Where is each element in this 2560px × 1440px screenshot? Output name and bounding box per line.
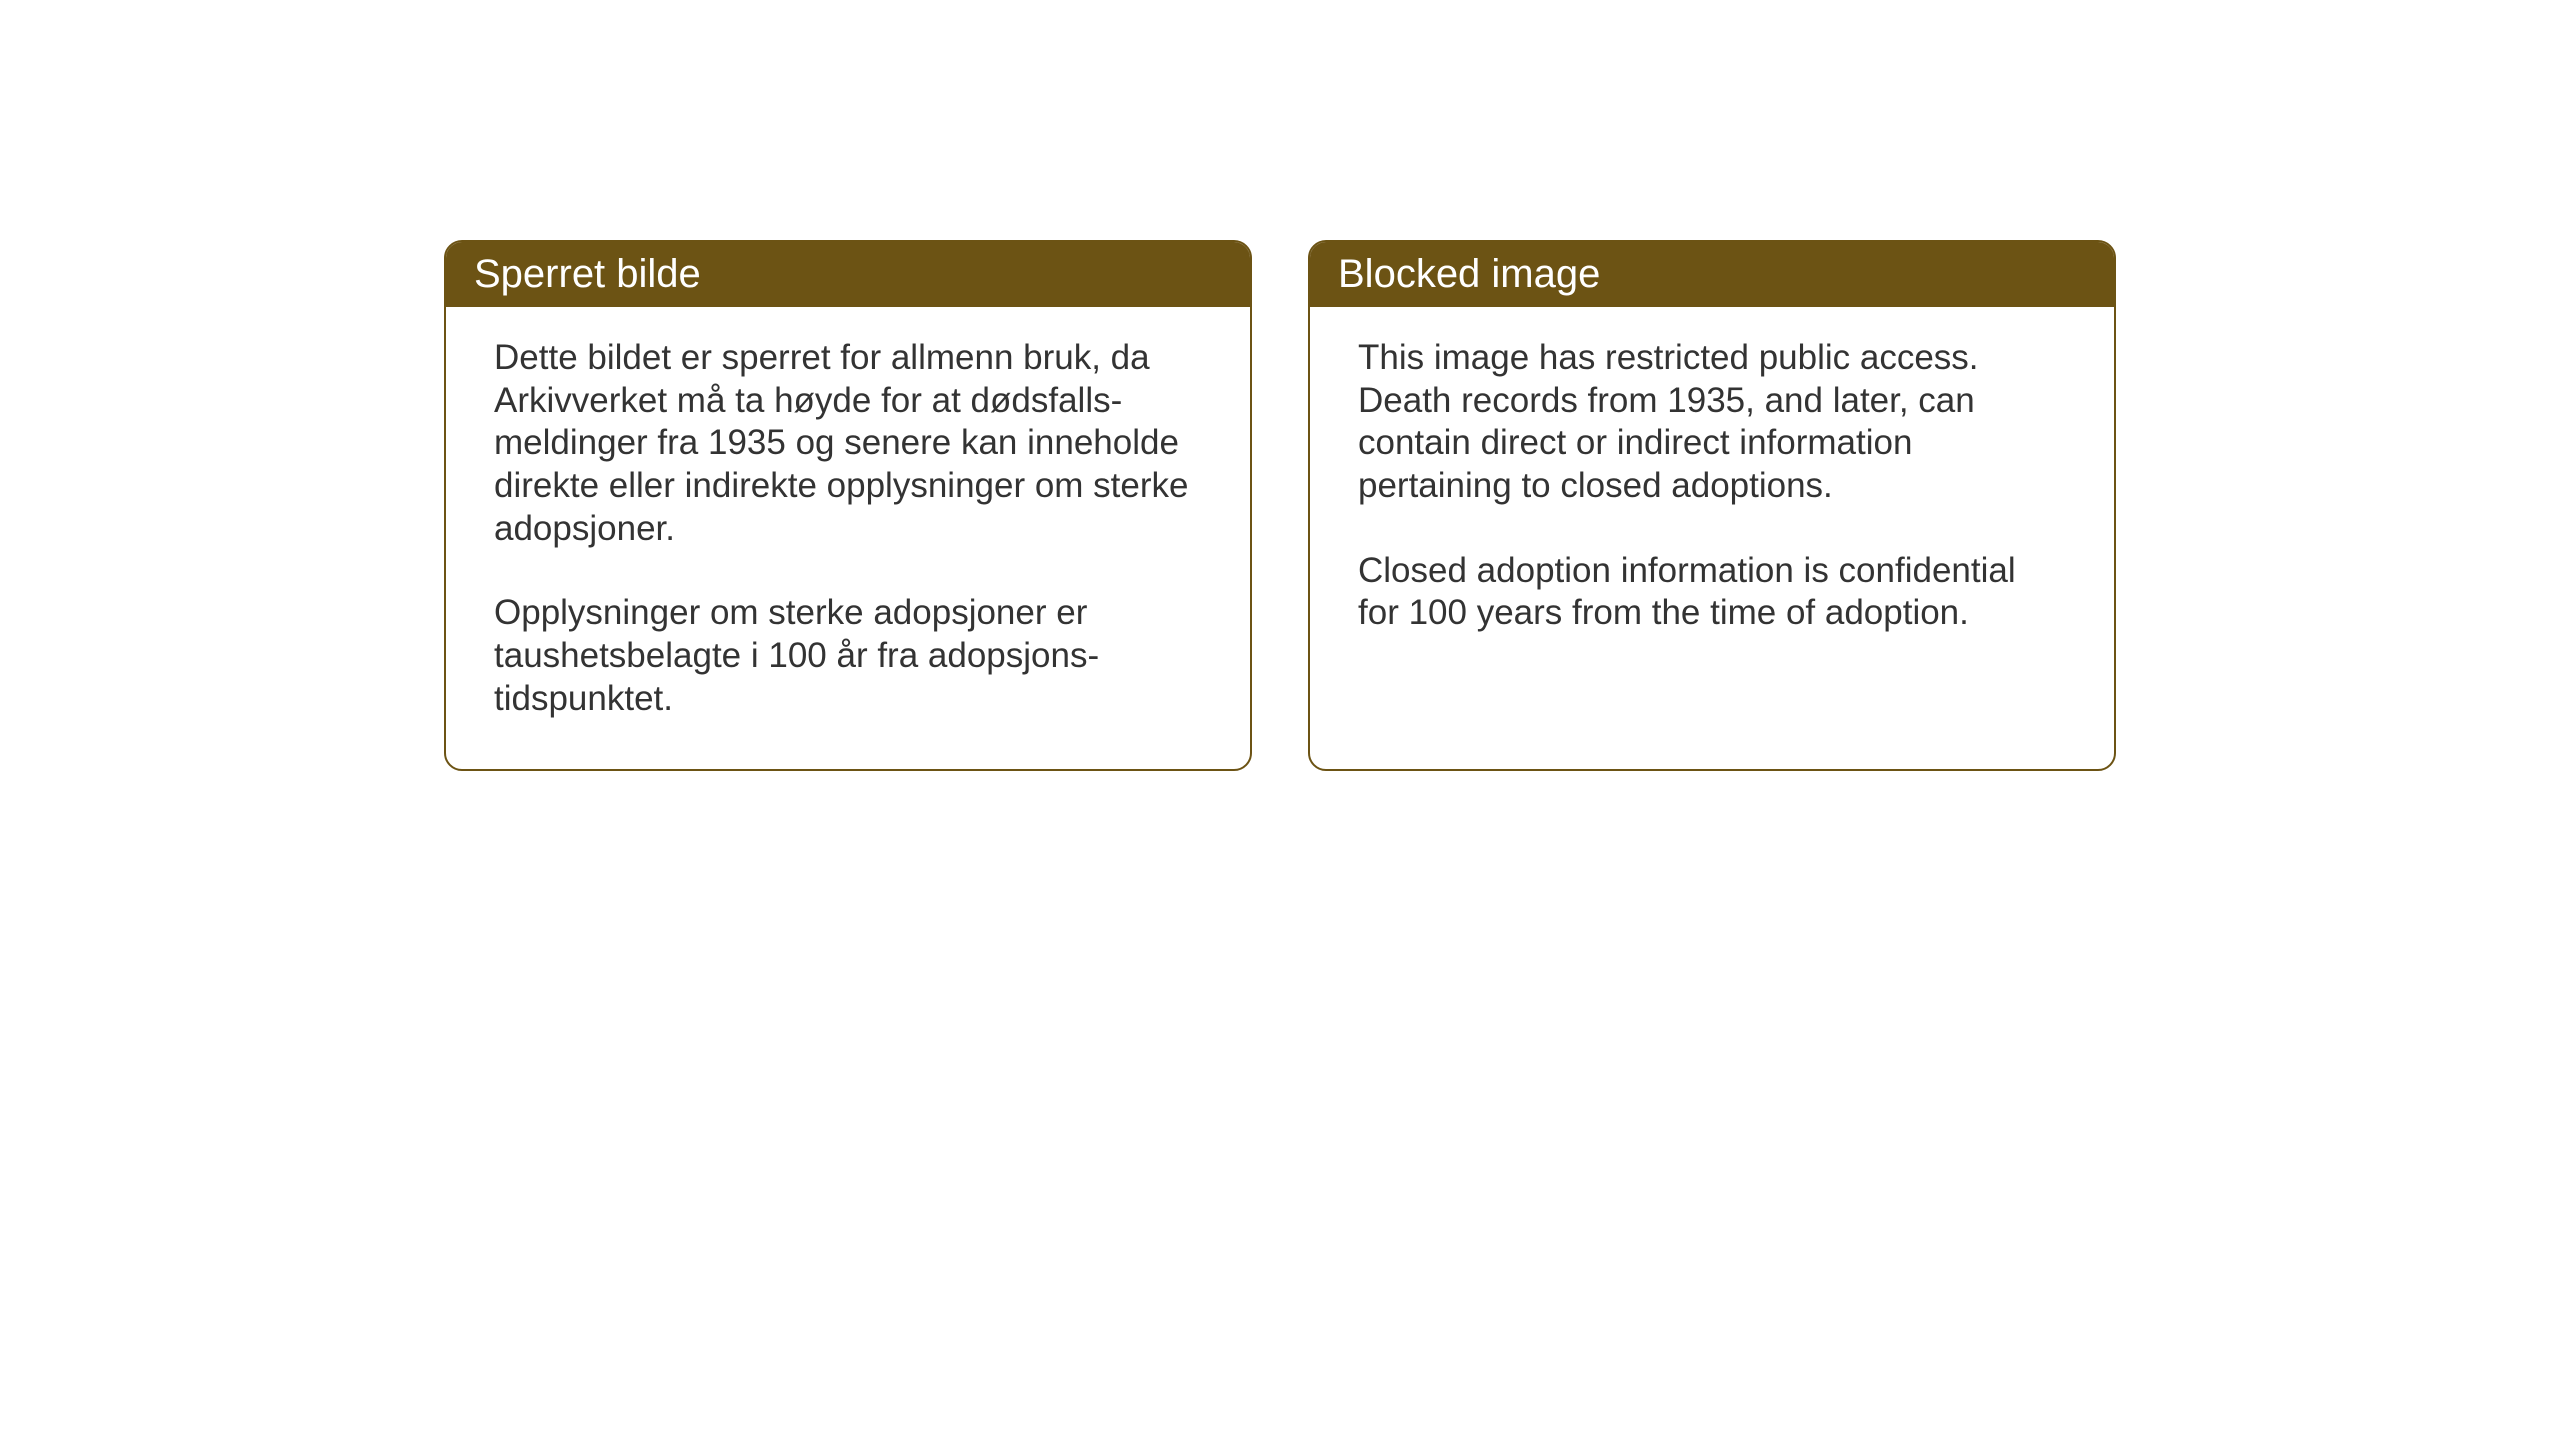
notice-cards-container: Sperret bilde Dette bildet er sperret fo… [444,240,2116,771]
norwegian-paragraph-1: Dette bildet er sperret for allmenn bruk… [494,337,1202,550]
english-paragraph-2: Closed adoption information is confident… [1358,550,2066,635]
norwegian-paragraph-2: Opplysninger om sterke adopsjoner er tau… [494,592,1202,720]
english-card-body: This image has restricted public access.… [1310,307,2114,683]
english-paragraph-1: This image has restricted public access.… [1358,337,2066,508]
norwegian-card-title: Sperret bilde [446,242,1250,307]
english-notice-card: Blocked image This image has restricted … [1308,240,2116,771]
english-card-title: Blocked image [1310,242,2114,307]
norwegian-notice-card: Sperret bilde Dette bildet er sperret fo… [444,240,1252,771]
norwegian-card-body: Dette bildet er sperret for allmenn bruk… [446,307,1250,769]
